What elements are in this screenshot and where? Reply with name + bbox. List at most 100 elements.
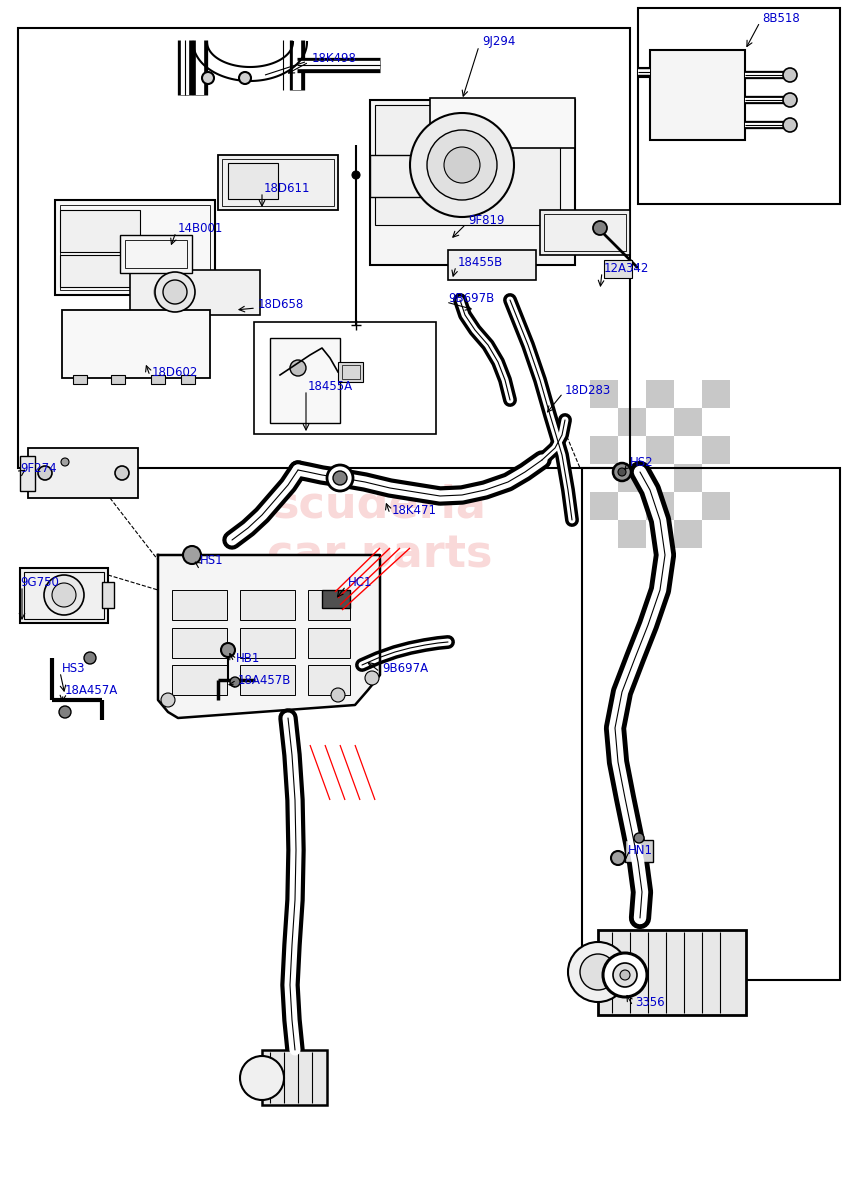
Bar: [172, 590, 227, 620]
Bar: [674, 464, 702, 492]
Bar: [618, 380, 646, 408]
Bar: [28, 448, 138, 498]
Circle shape: [783, 92, 797, 107]
Bar: [702, 380, 730, 408]
Bar: [638, 8, 840, 204]
Bar: [674, 380, 702, 408]
Bar: [120, 235, 192, 272]
Bar: [702, 408, 730, 436]
Bar: [73, 374, 87, 384]
Text: 18A457A: 18A457A: [65, 684, 118, 696]
Text: HS1: HS1: [200, 553, 224, 566]
Circle shape: [61, 458, 69, 466]
Text: 18D283: 18D283: [565, 384, 611, 396]
Circle shape: [327, 464, 353, 491]
Text: 18D611: 18D611: [264, 181, 310, 194]
Text: 18D602: 18D602: [152, 366, 198, 378]
Bar: [590, 380, 618, 408]
Bar: [181, 374, 195, 384]
Text: 18K471: 18K471: [392, 504, 437, 516]
Circle shape: [221, 643, 235, 658]
Circle shape: [603, 953, 647, 997]
Bar: [308, 628, 350, 658]
Bar: [702, 464, 730, 492]
Bar: [702, 492, 730, 520]
Bar: [102, 582, 114, 608]
Text: 12A342: 12A342: [604, 262, 650, 275]
Bar: [618, 492, 646, 520]
Bar: [646, 464, 674, 492]
Bar: [172, 628, 227, 658]
Circle shape: [333, 470, 347, 485]
Bar: [262, 1050, 327, 1105]
Bar: [375, 104, 560, 226]
Text: HC1: HC1: [348, 576, 373, 588]
Bar: [674, 436, 702, 464]
Bar: [172, 665, 227, 695]
Bar: [270, 338, 340, 422]
Bar: [370, 155, 432, 197]
Circle shape: [44, 575, 84, 614]
Text: scuderia
car parts: scuderia car parts: [267, 484, 493, 576]
Bar: [20, 568, 108, 623]
Text: 18D658: 18D658: [258, 299, 304, 312]
Circle shape: [155, 272, 195, 312]
Circle shape: [115, 466, 129, 480]
Text: HB1: HB1: [236, 652, 261, 665]
Circle shape: [239, 72, 251, 84]
Bar: [308, 590, 350, 620]
Polygon shape: [158, 554, 380, 718]
Circle shape: [410, 113, 514, 217]
Bar: [24, 572, 104, 619]
Bar: [218, 155, 338, 210]
Bar: [540, 210, 630, 254]
Bar: [130, 270, 260, 314]
Circle shape: [620, 970, 630, 980]
Bar: [240, 590, 295, 620]
Circle shape: [427, 130, 497, 200]
Text: 14B001: 14B001: [178, 222, 224, 234]
Bar: [544, 214, 626, 251]
Bar: [618, 464, 646, 492]
Bar: [222, 158, 334, 206]
Circle shape: [183, 546, 201, 564]
Bar: [55, 200, 215, 295]
Circle shape: [202, 72, 214, 84]
Circle shape: [568, 942, 628, 1002]
Circle shape: [331, 688, 345, 702]
Bar: [604, 260, 632, 278]
Circle shape: [613, 463, 631, 481]
Bar: [60, 254, 140, 287]
Bar: [618, 408, 646, 436]
Bar: [674, 492, 702, 520]
Bar: [702, 520, 730, 548]
Circle shape: [230, 677, 240, 686]
Circle shape: [580, 954, 616, 990]
Bar: [590, 464, 618, 492]
Bar: [111, 374, 125, 384]
Text: 9B697B: 9B697B: [448, 292, 494, 305]
Bar: [125, 240, 187, 268]
Bar: [646, 380, 674, 408]
Bar: [625, 840, 653, 862]
Circle shape: [290, 360, 306, 376]
Circle shape: [634, 833, 644, 842]
Text: 9G750: 9G750: [20, 576, 59, 588]
Circle shape: [444, 146, 480, 182]
Bar: [20, 456, 35, 491]
Bar: [254, 322, 436, 434]
Bar: [590, 520, 618, 548]
Text: HS3: HS3: [62, 661, 86, 674]
Bar: [618, 436, 646, 464]
Circle shape: [161, 692, 175, 707]
Circle shape: [59, 706, 71, 718]
Circle shape: [240, 1056, 284, 1100]
Text: 18455B: 18455B: [458, 256, 503, 269]
Bar: [308, 665, 350, 695]
Circle shape: [783, 68, 797, 82]
Circle shape: [783, 118, 797, 132]
Text: 9F819: 9F819: [468, 214, 505, 227]
Text: 18K498: 18K498: [312, 52, 357, 65]
Bar: [674, 408, 702, 436]
Bar: [228, 163, 278, 199]
